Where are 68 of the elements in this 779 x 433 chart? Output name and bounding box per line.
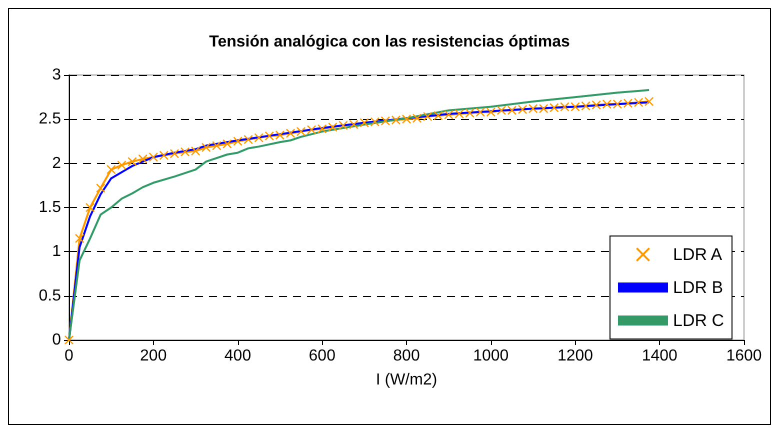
point [380, 116, 390, 126]
point [286, 128, 295, 138]
y-tick-label: 2 [52, 154, 62, 172]
point [138, 154, 148, 164]
point [254, 133, 264, 142]
point [434, 111, 443, 120]
point [106, 165, 116, 174]
point [496, 106, 506, 115]
point [244, 134, 253, 144]
point [581, 101, 590, 110]
legend-label: LDR B [672, 278, 724, 297]
point [75, 234, 84, 243]
point [349, 120, 358, 129]
point [222, 139, 232, 148]
point [402, 114, 411, 124]
point [180, 147, 190, 156]
point [191, 146, 200, 156]
x-tick-label: 600 [308, 348, 336, 364]
point [486, 108, 496, 117]
point [275, 130, 284, 140]
point [148, 152, 158, 162]
x-tick-label: 1200 [557, 348, 594, 364]
point [454, 109, 464, 118]
point [170, 149, 179, 158]
x-tick-label: 800 [393, 348, 420, 364]
x-tick-label: 0 [64, 348, 74, 364]
point [612, 100, 622, 109]
point [202, 142, 211, 152]
point [560, 102, 570, 112]
point [602, 100, 612, 109]
point [307, 125, 316, 134]
point [634, 98, 644, 107]
chart-title: Tensión analógica con las resistencias óptimas [209, 34, 570, 50]
y-tick-label: 0.5 [38, 287, 62, 304]
x-tick-label: 200 [140, 348, 167, 364]
y-tick-label: 1 [52, 243, 62, 260]
point [623, 98, 632, 108]
point [507, 106, 516, 115]
point [423, 112, 432, 122]
point [476, 108, 485, 117]
point [465, 108, 474, 118]
legend-label: LDR C [672, 311, 724, 330]
point [412, 114, 422, 123]
x-axis-title: I (W/m2) [376, 372, 438, 388]
point [96, 184, 106, 193]
point [592, 100, 601, 110]
point [539, 104, 548, 114]
point [528, 104, 538, 114]
x-tick-label: 1000 [473, 348, 509, 364]
point [212, 141, 222, 150]
legend-label: LDR A [672, 245, 723, 264]
x-tick-label: 400 [224, 348, 252, 364]
y-tick-label: 1.5 [38, 199, 62, 216]
point [338, 120, 348, 130]
point [550, 103, 559, 112]
point [328, 122, 338, 132]
point [370, 117, 380, 126]
point [117, 160, 126, 170]
point [360, 118, 369, 128]
x-tick-label: 1600 [726, 348, 762, 364]
x-tick-label: 1400 [642, 348, 678, 364]
point [128, 157, 137, 166]
y-tick-label: 0 [52, 332, 62, 348]
y-tick-label: 3 [52, 66, 62, 84]
y-tick-label: 2.5 [38, 110, 62, 128]
point [318, 124, 327, 134]
point [264, 131, 274, 140]
point [159, 150, 168, 160]
